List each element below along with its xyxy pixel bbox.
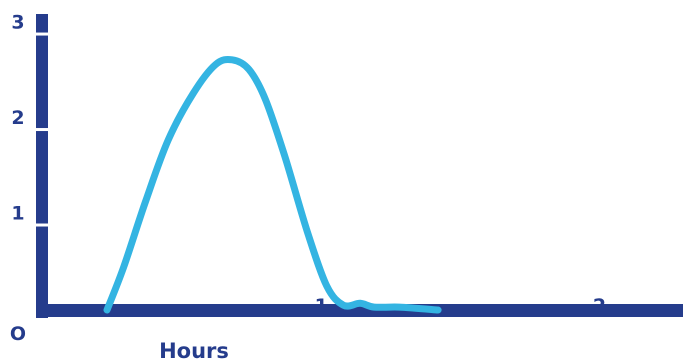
y-tick-label: 2 bbox=[11, 107, 24, 129]
axes bbox=[34, 14, 683, 318]
origin-label: O bbox=[10, 323, 26, 345]
y-tick-label: 3 bbox=[11, 12, 24, 34]
y-tick-mark bbox=[34, 223, 50, 227]
y-tick-label: 1 bbox=[11, 203, 24, 225]
y-tick-mark bbox=[34, 128, 50, 132]
x-axis-title: Hours bbox=[159, 339, 229, 362]
y-axis-line bbox=[36, 14, 48, 318]
x-tick-label: 1 bbox=[315, 295, 328, 317]
y-tick-mark bbox=[34, 32, 50, 36]
x-tick-label: 2 bbox=[593, 295, 606, 317]
series-line bbox=[103, 55, 442, 314]
x-axis-line bbox=[36, 304, 683, 317]
series-layer bbox=[103, 55, 442, 314]
labels: 1 2 3 1 2 O Hours bbox=[10, 12, 606, 362]
